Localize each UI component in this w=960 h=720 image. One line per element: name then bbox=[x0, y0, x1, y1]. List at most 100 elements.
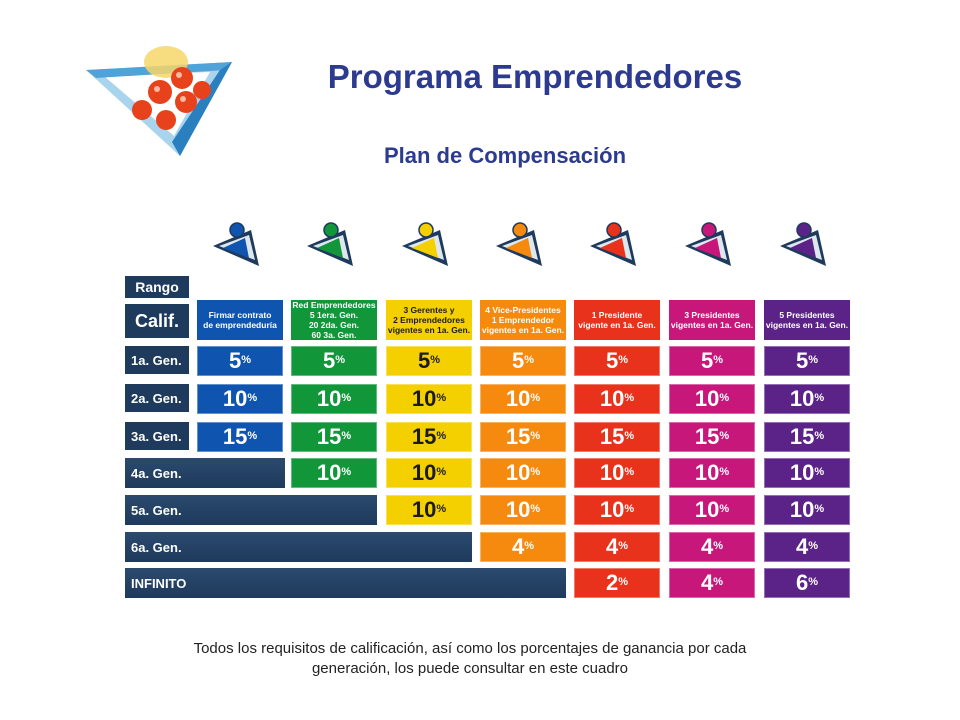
percent-sign: % bbox=[618, 576, 629, 588]
header-line: 3 Gerentes y bbox=[403, 305, 455, 315]
percentage-cell: 6% bbox=[764, 568, 850, 598]
percent-sign: % bbox=[341, 466, 352, 478]
percent-sign: % bbox=[341, 392, 352, 404]
percent-sign: % bbox=[808, 576, 819, 588]
percentage-value: 10 bbox=[411, 497, 437, 522]
percentage-cell: 4% bbox=[669, 568, 755, 598]
percentage-cell: 10% bbox=[764, 458, 850, 488]
percentage-value: 10 bbox=[599, 497, 625, 522]
percentage-cell: 15% bbox=[764, 422, 850, 452]
percentage-cell: 10% bbox=[574, 495, 660, 525]
percentage-cell: 4% bbox=[669, 532, 755, 562]
gen5-band: 5a. Gen. bbox=[125, 495, 377, 525]
header-line: 1 Presidente bbox=[591, 310, 643, 320]
header-line: 60 3a. Gen. bbox=[311, 330, 357, 340]
percentage-value: 2 bbox=[605, 570, 619, 595]
percent-sign: % bbox=[436, 430, 447, 442]
percentage-value: 15 bbox=[316, 424, 342, 449]
percent-sign: % bbox=[719, 503, 730, 515]
percent-sign: % bbox=[436, 503, 447, 515]
percentage-value: 10 bbox=[505, 386, 531, 411]
rank-icon-6 bbox=[681, 218, 741, 268]
gen1-label: 1a. Gen. bbox=[125, 346, 189, 374]
percent-sign: % bbox=[335, 354, 346, 366]
percent-sign: % bbox=[814, 466, 825, 478]
percentage-cell: 4% bbox=[764, 532, 850, 562]
header-line: 20 2da. Gen. bbox=[308, 320, 360, 330]
percent-sign: % bbox=[436, 466, 447, 478]
column-header-1: Firmar contrato de emprendeduría bbox=[197, 300, 283, 340]
percent-sign: % bbox=[814, 503, 825, 515]
percent-sign: % bbox=[624, 392, 635, 404]
percentage-value: 5 bbox=[228, 348, 242, 373]
percentage-cell: 5% bbox=[764, 346, 850, 376]
percentage-cell: 4% bbox=[574, 532, 660, 562]
rank-icon-1 bbox=[209, 218, 269, 268]
percentage-value: 5 bbox=[700, 348, 714, 373]
column-header-2: Red Emprendedores 5 1era. Gen. 20 2da. Gen… bbox=[291, 300, 377, 340]
header-line: vigente en 1a. Gen. bbox=[578, 320, 656, 330]
footer-line-2: generación, los puede consultar en este … bbox=[311, 660, 629, 677]
percentage-cell: 10% bbox=[197, 384, 283, 414]
percentage-cell: 10% bbox=[669, 384, 755, 414]
percentage-value: 10 bbox=[316, 460, 342, 485]
percent-sign: % bbox=[713, 576, 724, 588]
header-line: Firmar contrato bbox=[208, 310, 272, 320]
percentage-cell: 10% bbox=[480, 458, 566, 488]
percentage-cell: 10% bbox=[669, 458, 755, 488]
percentage-cell: 4% bbox=[480, 532, 566, 562]
percentage-cell: 10% bbox=[386, 458, 472, 488]
percentage-value: 5 bbox=[605, 348, 619, 373]
percentage-cell: 10% bbox=[764, 495, 850, 525]
percent-sign: % bbox=[719, 430, 730, 442]
percent-sign: % bbox=[530, 430, 541, 442]
percentage-value: 4 bbox=[795, 534, 809, 559]
percentage-value: 10 bbox=[316, 386, 342, 411]
percentage-value: 10 bbox=[599, 460, 625, 485]
percent-sign: % bbox=[524, 540, 535, 552]
percentage-value: 10 bbox=[222, 386, 248, 411]
percentage-value: 5 bbox=[417, 348, 431, 373]
percentage-value: 15 bbox=[694, 424, 720, 449]
gen6-band: 6a. Gen. bbox=[125, 532, 472, 562]
percent-sign: % bbox=[618, 354, 629, 366]
percent-sign: % bbox=[530, 503, 541, 515]
header-line: 4 Vice-Presidentes bbox=[485, 305, 561, 315]
header-line: vigentes en 1a. Gen. bbox=[670, 320, 754, 330]
percent-sign: % bbox=[624, 503, 635, 515]
infinito-band: INFINITO bbox=[125, 568, 566, 598]
percentage-value: 4 bbox=[700, 534, 714, 559]
percentage-value: 10 bbox=[505, 460, 531, 485]
column-header-5: 1 Presidente vigente en 1a. Gen. bbox=[574, 300, 660, 340]
percentage-cell: 10% bbox=[480, 495, 566, 525]
percentage-value: 4 bbox=[511, 534, 525, 559]
header-line: de emprendeduría bbox=[203, 320, 277, 330]
percent-sign: % bbox=[530, 466, 541, 478]
percentage-value: 15 bbox=[222, 424, 248, 449]
percentage-value: 10 bbox=[505, 497, 531, 522]
rank-icon-2 bbox=[303, 218, 363, 268]
percentage-value: 5 bbox=[322, 348, 336, 373]
column-header-6: 3 Presidentes vigentes en 1a. Gen. bbox=[669, 300, 755, 340]
percent-sign: % bbox=[719, 392, 730, 404]
percentage-cell: 15% bbox=[480, 422, 566, 452]
percentage-cell: 5% bbox=[197, 346, 283, 376]
header-line: 1 Emprendedor bbox=[491, 315, 555, 325]
gen4-band: 4a. Gen. bbox=[125, 458, 285, 488]
percentage-value: 10 bbox=[694, 497, 720, 522]
percentage-value: 15 bbox=[789, 424, 815, 449]
percentage-cell: 15% bbox=[669, 422, 755, 452]
column-header-4: 4 Vice-Presidentes 1 Emprendedor vigentes … bbox=[480, 300, 566, 340]
percentage-cell: 10% bbox=[669, 495, 755, 525]
percent-sign: % bbox=[624, 430, 635, 442]
percentage-value: 15 bbox=[505, 424, 531, 449]
percent-sign: % bbox=[719, 466, 730, 478]
percentage-cell: 2% bbox=[574, 568, 660, 598]
percent-sign: % bbox=[524, 354, 535, 366]
percent-sign: % bbox=[247, 392, 258, 404]
percentage-cell: 5% bbox=[291, 346, 377, 376]
page-title: Programa Emprendedores bbox=[327, 58, 743, 95]
percent-sign: % bbox=[713, 354, 724, 366]
percentage-value: 4 bbox=[605, 534, 619, 559]
percent-sign: % bbox=[530, 392, 541, 404]
